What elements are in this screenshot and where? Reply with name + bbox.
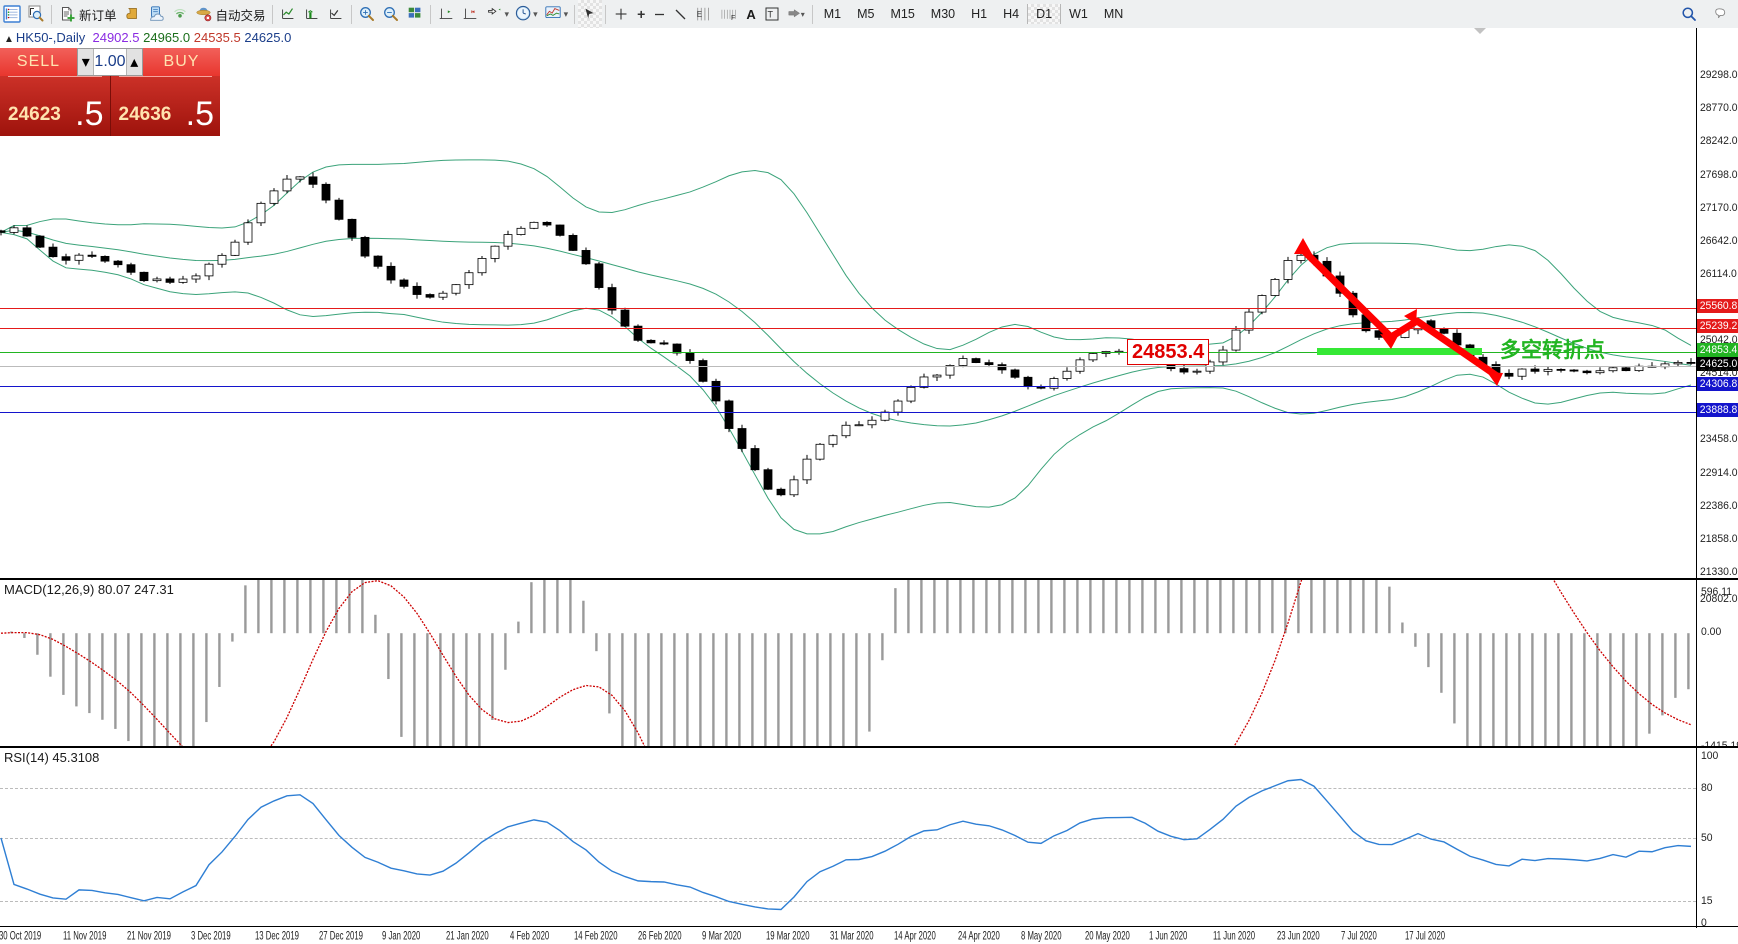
svg-text:T: T [767,10,773,20]
svg-text:F: F [731,15,735,21]
svg-text:E: E [697,10,702,19]
